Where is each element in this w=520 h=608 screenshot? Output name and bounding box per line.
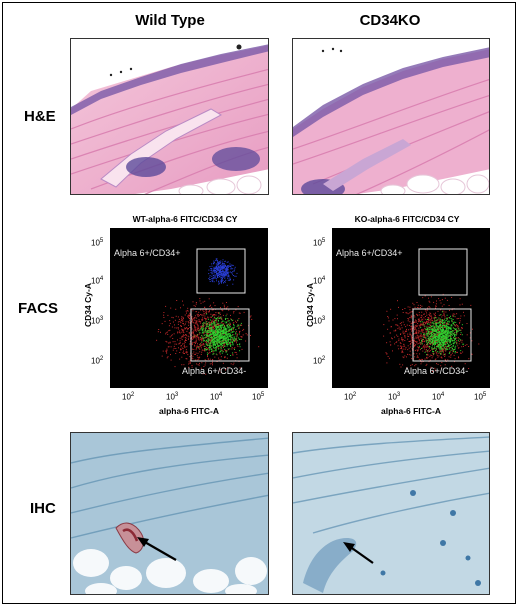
facs-ko-gate-bottom [412,308,472,362]
facs-wt-title: WT-alpha-6 FITC/CD34 CY [132,214,238,224]
facs-wt-xtick-3: 103 [166,392,179,402]
facs-wt-scatter [156,248,260,375]
ihc-wt-arrow-icon [137,537,177,561]
facs-wt-gate-top-label: Alpha 6+/CD34+ [114,248,181,258]
row-label-ihc: IHC [30,500,56,517]
facs-wt-ytick-5: 105 [91,238,104,248]
figure-frame [2,2,516,604]
facs-wt-plot [110,228,268,388]
facs-ko-xtick-3: 103 [388,392,401,402]
ihc-ko-arrow-icon [343,542,374,564]
facs-wt-ytick-4: 104 [91,276,104,286]
facs-wt-gate-top [196,248,246,294]
facs-ko-ytick-5: 105 [313,238,326,248]
he-cd34ko-image [292,38,490,195]
facs-ko-ytick-2: 102 [313,356,326,366]
facs-ko-xtick-4: 104 [432,392,445,402]
column-title-wild-type: Wild Type [135,12,205,29]
facs-ko-ytick-4: 104 [313,276,326,286]
facs-wt-xtick-5: 105 [252,392,265,402]
facs-ko-gate-bottom-label: Alpha 6+/CD34- [404,366,469,376]
column-title-cd34ko: CD34KO [359,12,421,29]
facs-ko-ytick-3: 103 [313,316,326,326]
facs-wt-xtick-4: 104 [210,392,223,402]
facs-wt-gate-bottom-label: Alpha 6+/CD34- [182,366,247,376]
facs-wt-ytick-3: 103 [91,316,104,326]
facs-wt-gate-bottom [190,308,250,362]
facs-ko-gate-top [418,248,468,296]
he-wild-type-image [70,38,269,195]
facs-ko-xlabel: alpha-6 FITC-A [381,406,441,416]
facs-ko-xtick-5: 105 [474,392,487,402]
row-label-he: H&E [24,108,56,125]
facs-ko-xtick-2: 102 [344,392,357,402]
facs-wt-xtick-2: 102 [122,392,135,402]
ihc-wild-type-image [70,432,269,595]
facs-wt-xlabel: alpha-6 FITC-A [159,406,219,416]
facs-wt-ytick-2: 102 [91,356,104,366]
ihc-cd34ko-image [292,432,490,595]
row-label-facs: FACS [18,300,59,317]
facs-ko-scatter [383,248,480,372]
facs-ko-title: KO-alpha-6 FITC/CD34 CY [354,214,460,224]
facs-ko-gate-top-label: Alpha 6+/CD34+ [336,248,403,258]
facs-ko-plot [332,228,490,388]
